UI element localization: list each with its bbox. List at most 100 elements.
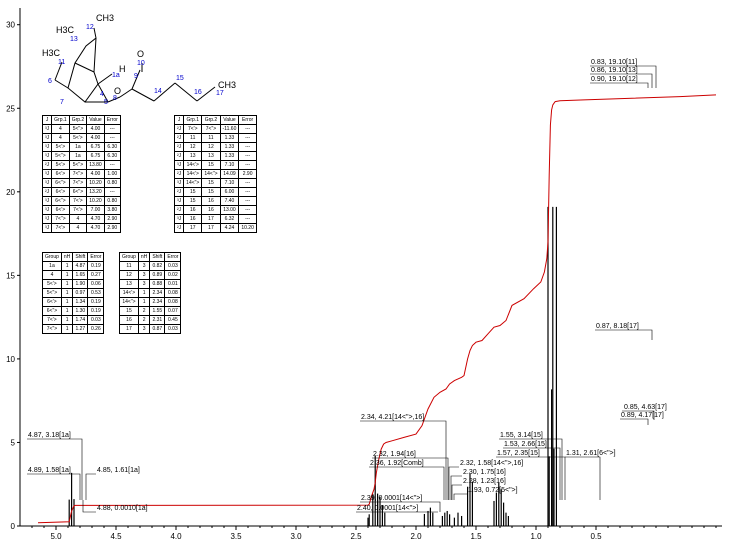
shift-header-cell: Error [87, 252, 105, 262]
coupling-header-row: J Grp.1 Grp.2 Value Error [41, 115, 121, 125]
shift-row: 7<"> 1 1.27 0.26 [42, 324, 105, 334]
shift-header-cell: Shift [72, 252, 89, 262]
shift-cell: 3 [137, 270, 151, 280]
y-tick-label: 10 [6, 355, 15, 364]
coupling-cell: 10.20 [86, 178, 105, 188]
coupling-cell: 6<'> [51, 205, 70, 215]
coupling-cell: 15 [201, 187, 221, 197]
annotation-label: 0.86, 19.10[13] [591, 67, 638, 74]
coupling-header-cell: Grp.1 [51, 115, 70, 125]
coupling-cell: 4.70 [86, 223, 105, 233]
shift-cell: 5<'> [42, 279, 62, 289]
coupling-cell: 7.10 [219, 178, 240, 188]
coupling-cell: 15 [183, 187, 203, 197]
annotation-label: 0.89, 4.17[17] [621, 412, 664, 419]
shift-cell: 1.74 [72, 315, 89, 325]
coupling-cell: -11.60 [219, 124, 240, 134]
coupling-cell: 6.30 [103, 142, 121, 152]
coupling-cell: 11 [201, 133, 221, 143]
coupling-header-cell: Error [238, 115, 257, 125]
svg-text:16: 16 [194, 89, 202, 96]
coupling-cell: ³J [41, 133, 53, 143]
coupling-cell: --- [238, 205, 257, 215]
shift-cell: 0.07 [164, 306, 182, 316]
y-tick-label: 5 [11, 438, 16, 447]
shift-header-cell: Group [42, 252, 62, 262]
coupling-cell: 6.75 [86, 142, 105, 152]
coupling-cell: 13.20 [86, 187, 105, 197]
shift-cell: 13 [119, 279, 139, 289]
svg-text:11: 11 [58, 59, 65, 66]
y-tick-label: 0 [11, 522, 16, 531]
shift-cell: 1 [60, 306, 74, 316]
shift-cell: 5<"> [42, 288, 62, 298]
shift-cell: 2 [137, 315, 151, 325]
coupling-cell: 1.33 [219, 151, 240, 161]
annotation-label: 2.39, 0.0001[14<">] [361, 495, 422, 502]
coupling-cell: 14.09 [219, 169, 240, 179]
shift-header-cell: Group [119, 252, 139, 262]
y-tick-label: 15 [6, 271, 15, 280]
coupling-cell: 4.00 [86, 133, 105, 143]
svg-text:14: 14 [154, 88, 162, 95]
shift-cell: 0.19 [87, 261, 105, 271]
coupling-cell: 6.00 [219, 187, 240, 197]
annotation-label: 1.57, 2.35[15] [497, 450, 540, 457]
shift-row: 7<'> 1 1.74 0.03 [42, 315, 105, 325]
annotation-label: 4.89, 1.58[1a] [28, 467, 71, 474]
svg-text:7: 7 [60, 99, 64, 106]
shift-cell: 0.82 [149, 261, 166, 271]
coupling-cell: 7<'> [51, 223, 70, 233]
coupling-cell: 0.80 [103, 196, 121, 206]
shift-cell: 0.53 [87, 288, 105, 298]
coupling-cell: 7.00 [86, 205, 105, 215]
coupling-cell: 7<"> [201, 124, 221, 134]
x-tick-label: 3.5 [230, 532, 242, 541]
svg-text:1a: 1a [112, 72, 120, 79]
shift-row: 16 2 2.31 0.45 [119, 315, 182, 325]
x-tick-label: 3.0 [290, 532, 302, 541]
svg-text:15: 15 [176, 75, 184, 82]
annotation-label: 4.87, 3.18[1a] [28, 432, 71, 439]
coupling-cell: 13 [201, 151, 221, 161]
coupling-row: ²J 5<'> 5<"> 13.80 --- [41, 160, 121, 170]
coupling-cell: 6.32 [219, 214, 240, 224]
coupling-cell: 5<'> [51, 160, 70, 170]
shift-table-right: Group nH Shift Error 11 3 0.82 0.03 12 3 0.89 0.02 1… [119, 252, 182, 334]
coupling-row: ³J 6<"> 7<"> 10.20 0.80 [41, 178, 121, 188]
shift-cell: 0.19 [87, 297, 105, 307]
shift-cell: 12 [119, 270, 139, 280]
shift-cell: 1 [60, 324, 74, 334]
shift-cell: 0.97 [72, 288, 89, 298]
coupling-cell: 13.00 [219, 205, 240, 215]
shift-cell: 1.55 [149, 306, 166, 316]
svg-text:H3C: H3C [56, 25, 75, 35]
shift-row: 6<"> 1 1.30 0.19 [42, 306, 105, 316]
coupling-cell: ³J [41, 223, 53, 233]
y-tick-label: 25 [6, 104, 15, 113]
annotation-label: 0.83, 19.10[11] [591, 59, 637, 66]
annotation-label: 1.93, 0.72[5<">] [468, 487, 518, 494]
svg-text:9: 9 [134, 73, 138, 80]
coupling-row: ³J 14<'> 15 7.10 --- [173, 160, 257, 170]
annotation-label: 0.85, 4.63[17] [624, 404, 667, 411]
shift-cell: 0.87 [149, 324, 166, 334]
coupling-row: ²J 12 12 1.33 --- [173, 142, 257, 152]
shift-row: 14<'> 1 2.34 0.08 [119, 288, 182, 298]
shift-row: 4 1 1.65 0.27 [42, 270, 105, 280]
coupling-cell: 5<"> [68, 124, 88, 134]
coupling-cell: 4 [68, 223, 88, 233]
coupling-cell: 2.90 [103, 214, 121, 224]
coupling-row: ³J 6<'> 7<"> 4.00 1.00 [41, 169, 121, 179]
coupling-header-cell: Value [86, 115, 105, 125]
coupling-header-cell: J [41, 115, 53, 125]
coupling-cell: 14<'> [183, 169, 203, 179]
coupling-cell: ²J [173, 151, 185, 161]
coupling-cell: 4.00 [86, 124, 105, 134]
coupling-cell: 6<'> [51, 187, 70, 197]
coupling-header-cell: Grp.2 [201, 115, 221, 125]
coupling-cell: ³J [41, 142, 53, 152]
coupling-cell: ³J [41, 178, 53, 188]
shift-header-row: Group nH Shift Error [119, 252, 182, 262]
shift-cell: 1 [60, 279, 74, 289]
